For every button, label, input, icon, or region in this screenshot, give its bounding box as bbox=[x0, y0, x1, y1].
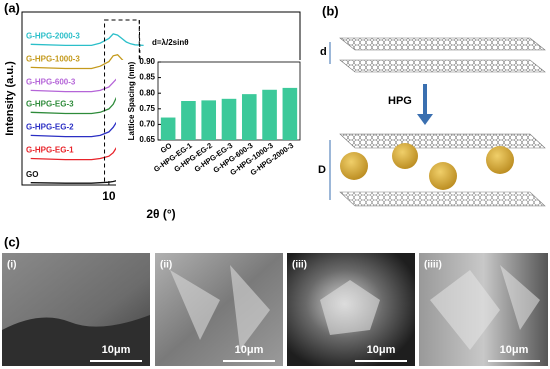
annotation: d=λ/2sinθ bbox=[152, 38, 189, 47]
sem-texture bbox=[170, 265, 270, 350]
bar bbox=[160, 117, 176, 140]
xrd-curve bbox=[30, 33, 144, 47]
arrow-label: HPG bbox=[388, 95, 412, 107]
spacing-label: D bbox=[318, 164, 326, 176]
x-axis-label: 2θ (°) bbox=[146, 207, 175, 221]
zoom-line bbox=[138, 19, 141, 63]
sem-texture bbox=[430, 265, 540, 350]
arrow-head bbox=[417, 114, 433, 125]
image-label: (iiii) bbox=[424, 260, 442, 271]
legend-entry: G-HPG-2000-3 bbox=[26, 31, 80, 40]
graphene-sheet bbox=[339, 59, 546, 73]
sem-texture bbox=[2, 315, 150, 366]
image-label: (ii) bbox=[160, 260, 172, 271]
legend-entry: GO bbox=[26, 170, 38, 179]
panel-label: (c) bbox=[4, 234, 20, 249]
scale-label: 10μm bbox=[102, 344, 131, 356]
y-tick-label: 0.65 bbox=[139, 135, 155, 144]
legend-entry: G-HPG-1000-3 bbox=[26, 54, 80, 63]
bar bbox=[282, 87, 298, 140]
x-tick-label: 10 bbox=[102, 189, 116, 203]
image-label: (iii) bbox=[292, 260, 307, 271]
y-tick-label: 0.70 bbox=[139, 120, 155, 129]
particle bbox=[392, 143, 418, 169]
diagram: d HPG D bbox=[318, 37, 546, 207]
graphene-sheet bbox=[339, 37, 546, 51]
y-tick-label: 0.90 bbox=[139, 57, 155, 66]
legend-entry: G-HPG-EG-1 bbox=[26, 146, 74, 155]
particle bbox=[486, 146, 514, 174]
graphene-sheet bbox=[339, 133, 546, 149]
legend-entry: G-HPG-600-3 bbox=[26, 78, 76, 87]
bar bbox=[181, 101, 196, 140]
particle bbox=[429, 162, 457, 190]
y-axis-label: Lattice Spacing (nm) bbox=[127, 61, 136, 140]
bar bbox=[221, 98, 237, 140]
image-label: (i) bbox=[7, 260, 16, 271]
particle bbox=[340, 152, 368, 180]
sem-images bbox=[2, 253, 548, 366]
y-tick-label: 0.75 bbox=[139, 104, 155, 113]
y-axis-label: Intensity (a.u.) bbox=[4, 61, 16, 136]
graphene-sheet bbox=[339, 191, 546, 207]
y-tick-label: 0.80 bbox=[139, 88, 155, 97]
scale-label: 10μm bbox=[500, 344, 529, 356]
bar bbox=[262, 89, 277, 140]
bar bbox=[241, 94, 257, 140]
y-tick-label: 0.85 bbox=[139, 73, 155, 82]
legend-entry: G-HPG-EG-2 bbox=[26, 123, 74, 132]
sem-texture bbox=[320, 280, 380, 335]
panel-label: (b) bbox=[322, 3, 339, 18]
scale-label: 10μm bbox=[235, 344, 264, 356]
spacing-label: d bbox=[320, 46, 327, 58]
legend-entry: G-HPG-EG-3 bbox=[26, 99, 74, 108]
scale-label: 10μm bbox=[367, 344, 396, 356]
bar bbox=[201, 100, 217, 140]
panel-label: (a) bbox=[4, 0, 20, 15]
